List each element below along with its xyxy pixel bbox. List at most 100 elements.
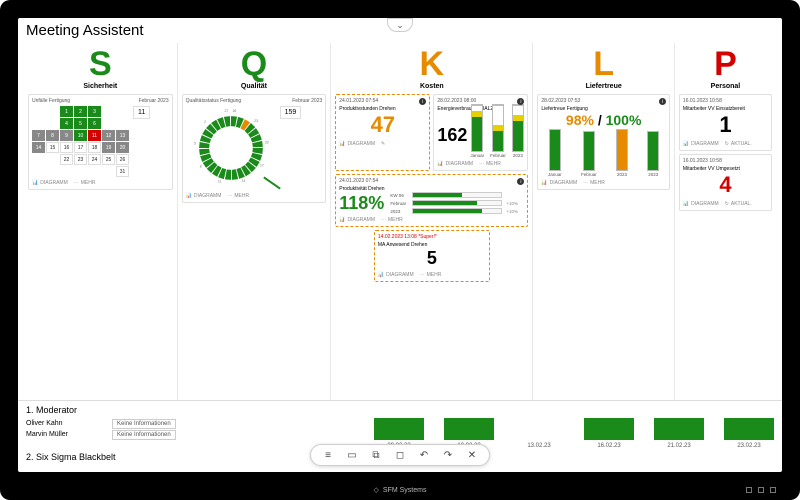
monitor-brand: ◇ SFM Systems: [0, 486, 800, 494]
subtitle-q: Qualität: [241, 83, 267, 90]
card-unfaelle[interactable]: Unfälle Fertigung Februar 2023 123456789…: [28, 94, 173, 190]
quality-ring: 26232017141185227: [186, 106, 276, 190]
letter-q: Q: [241, 47, 267, 81]
undo-icon[interactable]: ↶: [417, 448, 431, 462]
slot[interactable]: [654, 429, 704, 440]
svg-text:27: 27: [224, 109, 228, 113]
refresh-link[interactable]: ↻ AKTUAL.: [725, 201, 752, 207]
card-vv-umgesetzt[interactable]: 16.01.2023 10:58 Mitarbeiter VV Umgesetz…: [679, 154, 772, 211]
col-personal: P Personal 16.01.2023 10:58 Mitarbeiter …: [675, 43, 776, 400]
copy-icon[interactable]: ⧉: [369, 448, 383, 462]
slot[interactable]: [724, 418, 774, 429]
productivity-hbars: KW 06Februar+10%2023+10%: [390, 192, 524, 214]
slot[interactable]: [514, 429, 564, 440]
card-vv-einsatzbereit[interactable]: 16.01.2023 10:58 Mitarbeiter VV Einsatzb…: [679, 94, 772, 151]
card-qualitaetsstatus[interactable]: Qualitätsstatus Fertigung Februar 2023 2…: [182, 94, 327, 203]
card-title: Unfälle Fertigung: [32, 98, 70, 104]
more-link[interactable]: ⋯ MEHR: [381, 217, 403, 223]
letter-p: P: [714, 47, 737, 81]
note-icon[interactable]: ▭: [345, 448, 359, 462]
slot[interactable]: [584, 429, 634, 440]
screen: ⌄ Meeting Assistent S Sicherheit Unfälle…: [18, 18, 782, 472]
energy-bars: JanuarFebruar2023: [470, 112, 524, 158]
slot[interactable]: [724, 429, 774, 440]
side-value: 11: [133, 106, 150, 119]
svg-text:20: 20: [265, 140, 269, 144]
liefer-bars: JanuarFebruar20232023: [541, 131, 666, 177]
svg-text:26: 26: [232, 109, 236, 113]
svg-text:17: 17: [260, 164, 264, 168]
value: 47: [339, 112, 426, 138]
select-icon[interactable]: ◻: [393, 448, 407, 462]
card-period: Februar 2023: [139, 98, 169, 104]
slot[interactable]: [374, 418, 424, 429]
slot[interactable]: [654, 418, 704, 429]
value: 162: [437, 125, 467, 146]
svg-text:5: 5: [194, 142, 196, 146]
svg-text:2: 2: [204, 120, 206, 124]
value: 118%: [339, 193, 384, 214]
more-link[interactable]: ⋯ MEHR: [227, 193, 249, 199]
card-ma-anwesend[interactable]: 14.02.2023 13:08 *Super!* MA Anwesend Dr…: [374, 230, 490, 282]
card-title: Qualitätsstatus Fertigung: [186, 98, 242, 104]
value: 5: [378, 248, 486, 269]
collapse-chevron[interactable]: ⌄: [387, 18, 413, 32]
diagram-link[interactable]: 📊 DIAGRAMM: [378, 272, 414, 278]
more-link[interactable]: ⋯ MEHR: [420, 272, 442, 278]
monitor-controls: [746, 487, 776, 493]
calendar-grid: 1234567891011121314151617181920222324252…: [32, 106, 129, 177]
dashboard-grid: S Sicherheit Unfälle Fertigung Februar 2…: [18, 43, 782, 400]
more-link[interactable]: ⋯ MEHR: [74, 180, 96, 186]
subtitle-s: Sicherheit: [83, 83, 117, 90]
diagram-link[interactable]: 📊 DIAGRAMM: [339, 141, 375, 147]
slot[interactable]: [514, 418, 564, 429]
card-produktivitaet[interactable]: i 24.01.2023 07:54 Produktivität Drehen …: [335, 174, 528, 227]
svg-text:11: 11: [218, 179, 222, 183]
person-name: Marvin Müller: [26, 431, 106, 438]
card-produktivstunden[interactable]: i 24.01.2023 07:54 Produktivstunden Dreh…: [335, 94, 430, 171]
app-title: Meeting Assistent: [26, 22, 144, 39]
diagram-link[interactable]: 📊 DIAGRAMM: [437, 161, 473, 167]
col-kosten: K Kosten i 24.01.2023 07:54 Produktivstu…: [331, 43, 533, 400]
letter-l: L: [593, 47, 614, 81]
moderator-row: Oliver Kahn Keine Informationen: [26, 418, 774, 429]
close-icon[interactable]: ✕: [465, 448, 479, 462]
card-energieverbrauch[interactable]: i 28.02.2023 08:00 Energieverbrauch WIAL…: [433, 94, 528, 171]
diagram-link[interactable]: 📊 DIAGRAMM: [32, 180, 68, 186]
info-icon[interactable]: i: [659, 98, 666, 105]
letter-k: K: [420, 47, 445, 81]
slot[interactable]: [444, 429, 494, 440]
menu-icon[interactable]: ≡: [321, 448, 335, 462]
pct-display: 98% / 100%: [541, 112, 666, 128]
side-value: 159: [280, 106, 302, 119]
value: 4: [683, 172, 768, 198]
more-link[interactable]: ⋯ MEHR: [479, 161, 501, 167]
no-info-badge[interactable]: Keine Informationen: [112, 419, 176, 429]
svg-text:14: 14: [241, 179, 245, 183]
diagram-link[interactable]: 📊 DIAGRAMM: [186, 193, 222, 199]
redo-icon[interactable]: ↷: [441, 448, 455, 462]
no-info-badge[interactable]: Keine Informationen: [112, 430, 176, 440]
diagram-link[interactable]: 📊 DIAGRAMM: [339, 217, 375, 223]
slot[interactable]: [374, 429, 424, 440]
col-qualitaet: Q Qualität Qualitätsstatus Fertigung Feb…: [178, 43, 332, 400]
letter-s: S: [89, 47, 112, 81]
svg-text:23: 23: [254, 119, 258, 123]
diagram-link[interactable]: 📊 DIAGRAMM: [683, 141, 719, 147]
refresh-link[interactable]: ↻ AKTUAL.: [725, 141, 752, 147]
card-period: Februar 2023: [292, 98, 322, 104]
slot[interactable]: [584, 418, 634, 429]
more-link[interactable]: ⋯ MEHR: [583, 180, 605, 186]
subtitle-p: Personal: [711, 83, 741, 90]
col-liefertreue: L Liefertreue i 28.02.2023 07:53 Liefert…: [533, 43, 675, 400]
diagram-link[interactable]: 📊 DIAGRAMM: [683, 201, 719, 207]
moderator-row: Marvin Müller Keine Informationen: [26, 429, 774, 440]
diagram-link[interactable]: 📊 DIAGRAMM: [541, 180, 577, 186]
slot[interactable]: [444, 418, 494, 429]
person-name: Oliver Kahn: [26, 420, 106, 427]
subtitle-k: Kosten: [420, 83, 444, 90]
floating-toolbar: ≡ ▭ ⧉ ◻ ↶ ↷ ✕: [310, 444, 490, 466]
col-sicherheit: S Sicherheit Unfälle Fertigung Februar 2…: [24, 43, 178, 400]
edit-icon[interactable]: ✎: [381, 141, 385, 147]
card-liefertreue[interactable]: i 28.02.2023 07:53 Liefertreue Fertigung…: [537, 94, 670, 190]
